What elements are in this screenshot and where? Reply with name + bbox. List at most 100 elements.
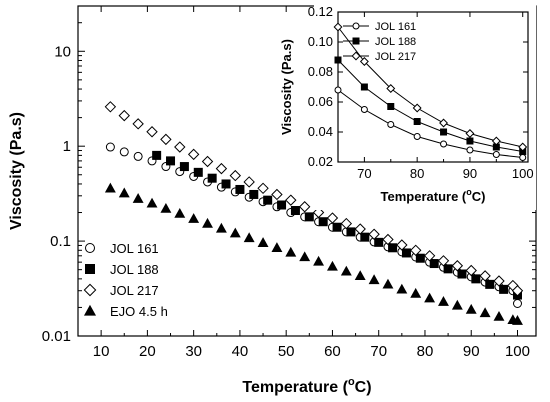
data-point: [263, 195, 273, 205]
data-point: [133, 151, 143, 161]
x-tick-label: 70: [370, 343, 387, 360]
data-point: [410, 244, 422, 256]
data-point: [271, 242, 283, 252]
legend-marker: [85, 264, 95, 274]
main-plot: 10 20 30 40 50 60 70 80 90 100 0.01 0.1 1 10 Temperatu…: [8, 5, 537, 396]
legend-marker: [83, 283, 97, 297]
data-point: [465, 303, 477, 314]
data-point: [479, 270, 491, 282]
y-tick-label: 0.1: [50, 233, 71, 250]
inset-x-tick-label: 80: [410, 166, 424, 181]
data-point: [160, 133, 172, 146]
data-point: [221, 179, 231, 189]
data-point: [493, 275, 505, 287]
data-point: [512, 299, 522, 309]
inset-data-point: [466, 146, 474, 154]
data-point: [104, 182, 116, 193]
data-point: [493, 310, 505, 321]
legend-label: JOL 217: [110, 283, 159, 298]
data-point: [423, 250, 436, 262]
data-point: [443, 264, 453, 274]
y-axis-title: Viscosity (Pa.s): [8, 112, 25, 230]
inset-y-tick-label: 0.06: [308, 94, 333, 109]
series-jol-188: [152, 150, 522, 300]
data-point: [511, 285, 524, 297]
data-point: [451, 260, 464, 272]
data-point: [271, 188, 283, 201]
inset-legend-marker: [352, 37, 360, 45]
inset-data-point: [465, 129, 475, 138]
data-point: [118, 187, 130, 198]
data-point: [290, 206, 300, 216]
inset-y-tick-label: 0.04: [308, 124, 333, 139]
data-point: [374, 237, 384, 247]
data-point: [429, 259, 439, 269]
inset-data-point: [518, 142, 528, 152]
data-point: [235, 184, 245, 194]
data-point: [424, 292, 436, 303]
data-point: [312, 206, 325, 219]
data-point: [451, 299, 463, 310]
data-point: [326, 260, 338, 271]
data-point: [360, 232, 370, 242]
inset-data-point: [440, 140, 448, 148]
data-point: [396, 283, 408, 294]
inset-y-tick-label: 0.12: [308, 4, 333, 19]
inset-series-jol-217: [333, 22, 528, 152]
data-point: [318, 217, 328, 227]
inset-data-point: [519, 154, 527, 161]
data-point: [457, 269, 467, 279]
inset-series-line: [337, 59, 523, 152]
data-point: [174, 141, 186, 153]
x-tick-label: 100: [505, 343, 530, 360]
data-point: [207, 173, 217, 183]
inset-data-point: [439, 118, 449, 128]
data-point: [340, 265, 352, 276]
inset-data-point: [413, 118, 421, 125]
data-point: [304, 212, 314, 222]
data-point: [415, 253, 425, 263]
legend-marker: [83, 304, 97, 316]
inset-x-tick-label: 90: [463, 166, 477, 181]
data-point: [229, 227, 241, 238]
data-point: [257, 182, 269, 195]
data-point: [396, 239, 408, 251]
data-point: [437, 255, 450, 267]
data-point: [104, 101, 117, 113]
data-point: [249, 189, 259, 199]
y-tick-label: 0.01: [42, 328, 71, 345]
data-point: [512, 315, 523, 325]
data-point: [166, 156, 176, 166]
inset-series-jol-188: [334, 56, 527, 155]
inset-data-point: [466, 137, 474, 145]
data-point: [401, 248, 411, 258]
data-point: [243, 232, 255, 243]
inset-x-axis-title-end: C): [472, 189, 486, 204]
inset-x-axis-title: Temperature (oC): [381, 187, 486, 204]
inset-y-tick-label: 0.08: [308, 64, 333, 79]
data-point: [215, 162, 228, 175]
data-point: [132, 118, 144, 130]
inset-data-point: [360, 83, 368, 91]
data-point: [346, 227, 356, 237]
data-point: [388, 243, 398, 253]
inset-data-point: [413, 133, 421, 140]
data-point: [438, 296, 449, 306]
legend-label: JOL 161: [110, 241, 159, 256]
data-point: [105, 142, 115, 152]
data-point: [499, 284, 509, 294]
inset-legend-label: JOL 217: [375, 51, 416, 63]
x-axis-title-text: Temperature (: [242, 379, 348, 396]
inset-series-line: [337, 89, 523, 158]
data-point: [152, 150, 162, 160]
data-point: [146, 126, 158, 138]
inset-data-point: [333, 22, 343, 32]
data-point: [201, 155, 214, 168]
data-point: [132, 193, 144, 203]
data-point: [354, 223, 366, 235]
data-point: [465, 264, 477, 277]
data-point: [188, 213, 200, 223]
inset-legend-marker: [352, 22, 360, 30]
data-point: [118, 109, 130, 122]
